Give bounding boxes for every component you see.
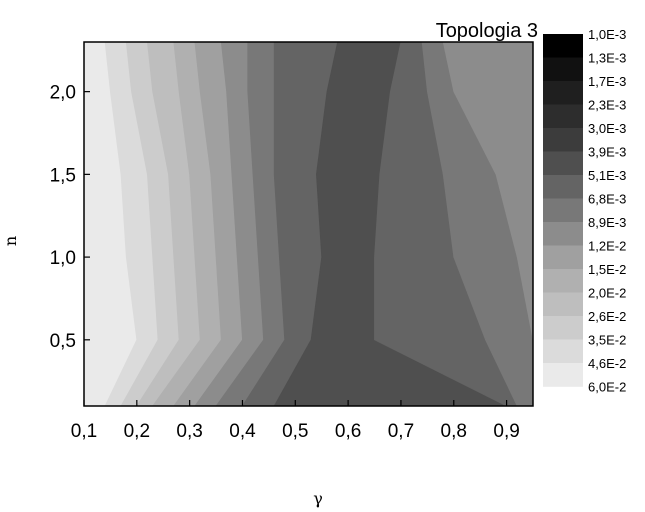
x-tick-label: 0,6 <box>335 421 361 442</box>
chart-title: Topologia 3 <box>436 20 538 42</box>
colorbar-label: 2,0E-2 <box>588 286 626 301</box>
contour-bands <box>84 42 533 406</box>
colorbar-label: 1,5E-2 <box>588 262 626 277</box>
colorbar-label: 3,5E-2 <box>588 333 626 348</box>
colorbar-label: 2,3E-3 <box>588 98 626 113</box>
colorbar-label: 8,9E-3 <box>588 215 626 230</box>
colorbar-label: 1,2E-2 <box>588 239 626 254</box>
colorbar-label: 3,9E-3 <box>588 145 626 160</box>
x-axis-label: γ <box>313 489 323 508</box>
colorbar-swatch <box>543 81 583 105</box>
x-tick-label: 0,1 <box>71 421 97 442</box>
colorbar-swatch <box>543 198 583 223</box>
colorbar-label: 6,8E-3 <box>588 192 626 207</box>
x-tick-label: 0,2 <box>124 421 150 442</box>
y-tick-label: 2,0 <box>50 83 76 104</box>
colorbar-label: 1,7E-3 <box>588 74 626 89</box>
plot-frame <box>83 41 534 407</box>
colorbar-swatch <box>543 363 583 387</box>
x-tick-label: 0,5 <box>282 421 308 442</box>
x-tick-label: 0,3 <box>176 421 202 442</box>
colorbar-swatch <box>543 245 583 270</box>
x-tick-label: 0,8 <box>441 421 467 442</box>
x-tick-label: 0,9 <box>493 421 519 442</box>
colorbar-swatch <box>543 34 583 58</box>
colorbar-swatch <box>543 57 583 82</box>
x-tick-label: 0,4 <box>229 421 256 442</box>
colorbar-label: 3,0E-3 <box>588 121 626 136</box>
y-tick-label: 1,0 <box>50 248 76 269</box>
colorbar-label: 5,1E-3 <box>588 168 626 183</box>
colorbar-label: 1,0E-3 <box>588 27 626 42</box>
colorbar-label: 2,6E-2 <box>588 309 626 324</box>
colorbar-label: 4,6E-2 <box>588 356 626 371</box>
y-tick-label: 0,5 <box>50 331 76 352</box>
colorbar-swatch <box>543 339 583 364</box>
contour-band <box>442 42 533 406</box>
colorbar-swatch <box>543 222 583 246</box>
colorbar-swatch <box>543 316 583 340</box>
colorbar-swatch <box>543 269 583 293</box>
colorbar-swatch <box>543 128 583 152</box>
x-axis: 0,1 0,2 0,3 0,4 0,5 0,6 0,7 0,8 0,9 <box>71 400 520 442</box>
colorbar-label: 1,3E-3 <box>588 51 626 66</box>
y-axis: 0,5 1,0 1,5 2,0 <box>50 83 90 352</box>
colorbar-swatch <box>543 175 583 199</box>
colorbar-swatch <box>543 104 583 129</box>
colorbar-swatch <box>543 151 583 176</box>
colorbar-label: 6,0E-2 <box>588 380 626 395</box>
colorbar-swatch <box>543 292 583 317</box>
y-axis-label: n <box>1 236 20 246</box>
x-tick-label: 0,7 <box>388 421 414 442</box>
y-tick-label: 1,5 <box>50 165 76 186</box>
colorbar-legend: 1,0E-3 1,3E-3 1,7E-3 2,3E-3 3,0E-3 3,9E-3 5,1E… <box>543 27 626 395</box>
